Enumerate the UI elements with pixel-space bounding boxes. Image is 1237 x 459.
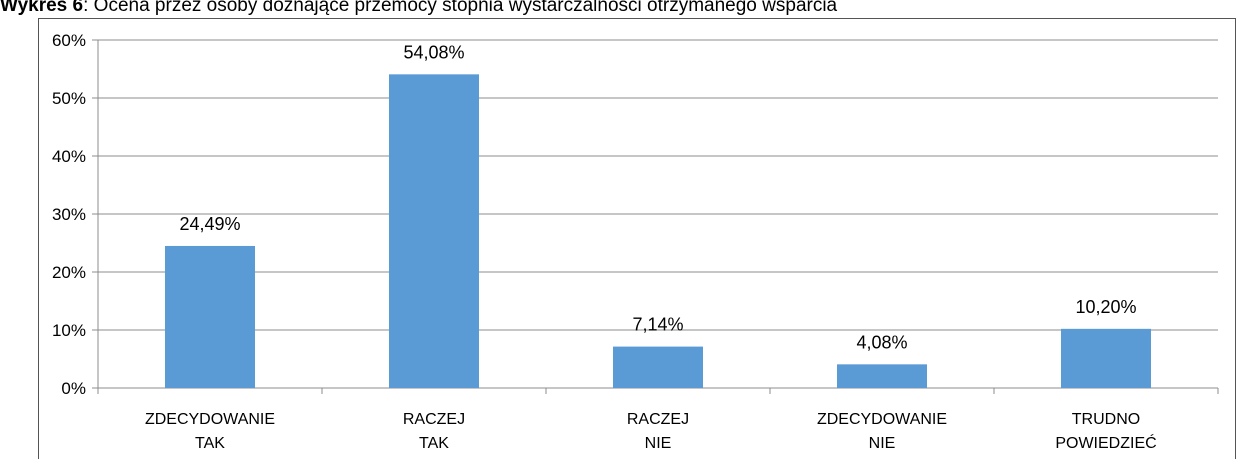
bar: [837, 364, 927, 388]
x-tick-label: RACZEJ: [627, 411, 689, 428]
x-tick-label: NIE: [645, 435, 672, 452]
x-tick-label: TAK: [419, 435, 449, 452]
y-tick-label: 10%: [52, 321, 86, 340]
x-tick-label: POWIEDZIEĆ: [1055, 433, 1156, 452]
y-tick-label: 40%: [52, 147, 86, 166]
data-label: 24,49%: [179, 214, 240, 234]
data-label: 10,20%: [1075, 297, 1136, 317]
x-tick-label: TAK: [195, 435, 225, 452]
y-tick-label: 0%: [61, 379, 86, 398]
y-tick-label: 60%: [52, 31, 86, 50]
title-number: Wykres 6: [0, 0, 83, 16]
data-label: 7,14%: [632, 315, 683, 335]
bar: [1061, 328, 1151, 388]
x-tick-label: ZDECYDOWANIE: [817, 411, 947, 428]
y-tick-label: 20%: [52, 263, 86, 282]
x-tick-label: NIE: [869, 435, 896, 452]
data-label: 4,08%: [856, 332, 907, 352]
y-tick-label: 30%: [52, 205, 86, 224]
chart-frame: [38, 18, 1236, 459]
data-label: 54,08%: [403, 42, 464, 62]
bar: [165, 245, 255, 388]
x-tick-label: TRUDNO: [1072, 411, 1140, 428]
x-tick-label: RACZEJ: [403, 411, 465, 428]
y-tick-label: 50%: [52, 89, 86, 108]
chart-title: Wykres 6: Ocena przez osoby doznające pr…: [0, 0, 838, 16]
x-tick-label: ZDECYDOWANIE: [145, 411, 275, 428]
bar: [389, 74, 479, 388]
title-text: : Ocena przez osoby doznające przemocy s…: [83, 0, 837, 16]
bar: [613, 346, 703, 388]
